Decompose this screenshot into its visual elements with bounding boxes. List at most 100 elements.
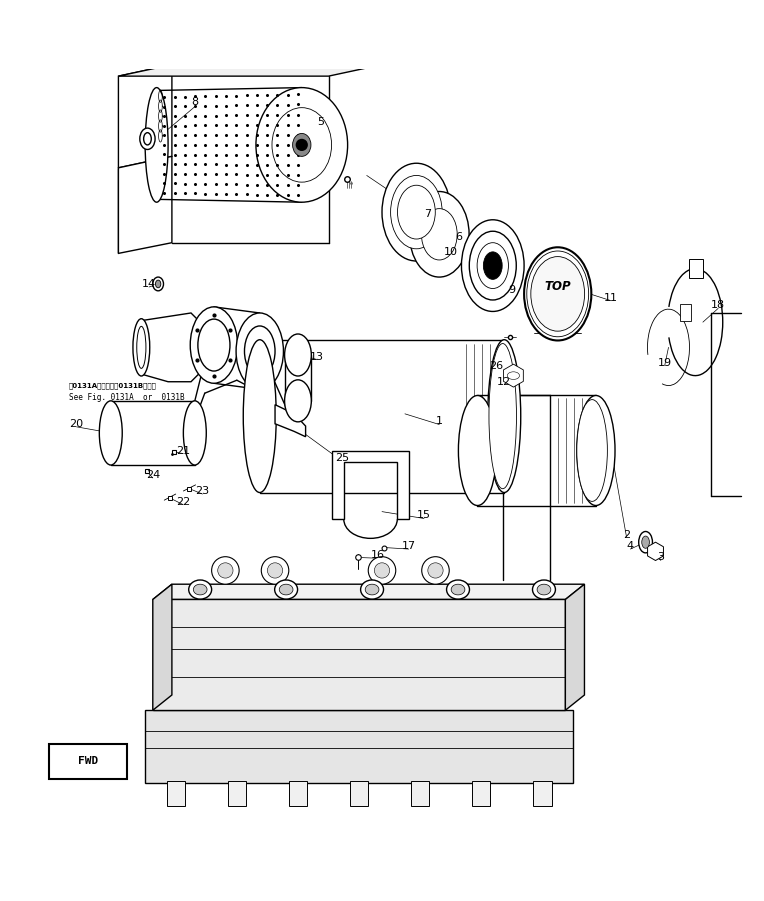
Ellipse shape: [477, 242, 509, 288]
Circle shape: [212, 557, 239, 584]
Bar: [411, 781, 429, 805]
Bar: [145, 710, 573, 783]
Ellipse shape: [537, 584, 551, 595]
Text: 8: 8: [191, 97, 199, 107]
Ellipse shape: [524, 247, 591, 341]
Ellipse shape: [446, 580, 469, 599]
Ellipse shape: [382, 163, 451, 261]
Polygon shape: [332, 450, 409, 519]
Text: 7: 7: [424, 209, 432, 219]
Text: 26: 26: [490, 361, 503, 371]
Ellipse shape: [272, 107, 332, 182]
Ellipse shape: [451, 584, 465, 595]
Polygon shape: [118, 65, 172, 168]
Bar: [472, 781, 490, 805]
Ellipse shape: [193, 584, 207, 595]
Circle shape: [374, 563, 390, 578]
Ellipse shape: [243, 340, 277, 493]
Ellipse shape: [397, 186, 435, 239]
Polygon shape: [153, 584, 584, 599]
Text: 25: 25: [335, 453, 349, 463]
Ellipse shape: [137, 326, 146, 369]
Polygon shape: [118, 157, 172, 253]
Polygon shape: [565, 584, 584, 710]
Ellipse shape: [244, 326, 275, 377]
Ellipse shape: [155, 280, 160, 287]
Ellipse shape: [531, 257, 584, 332]
Ellipse shape: [507, 372, 520, 379]
Ellipse shape: [461, 220, 524, 312]
Bar: [350, 781, 368, 805]
Text: 24: 24: [146, 470, 160, 480]
Ellipse shape: [422, 209, 457, 260]
Ellipse shape: [236, 313, 283, 389]
Text: 1: 1: [435, 416, 443, 426]
Polygon shape: [275, 405, 306, 437]
Ellipse shape: [140, 128, 155, 150]
Text: 21: 21: [176, 445, 190, 456]
Text: 18: 18: [711, 300, 725, 310]
Bar: [533, 781, 552, 805]
Bar: [289, 781, 307, 805]
Polygon shape: [141, 313, 199, 382]
Ellipse shape: [145, 87, 168, 202]
Text: FWD: FWD: [78, 757, 98, 767]
Text: See Fig. 0131A  or  0131B: See Fig. 0131A or 0131B: [69, 393, 184, 402]
Ellipse shape: [410, 192, 469, 278]
Text: 2: 2: [623, 530, 630, 540]
Ellipse shape: [484, 252, 502, 279]
Polygon shape: [153, 599, 565, 710]
Ellipse shape: [275, 580, 297, 599]
Ellipse shape: [642, 536, 649, 549]
Ellipse shape: [390, 176, 442, 249]
Ellipse shape: [469, 232, 516, 300]
Ellipse shape: [284, 380, 312, 422]
Text: 3: 3: [657, 552, 665, 562]
Bar: [167, 781, 185, 805]
Text: TOP: TOP: [545, 279, 571, 293]
Ellipse shape: [183, 401, 206, 465]
Ellipse shape: [256, 87, 348, 202]
Text: 23: 23: [196, 486, 209, 496]
Ellipse shape: [144, 132, 151, 145]
Polygon shape: [153, 584, 172, 710]
Text: 14: 14: [142, 279, 156, 289]
Ellipse shape: [99, 401, 122, 465]
Ellipse shape: [133, 319, 150, 376]
Ellipse shape: [361, 580, 384, 599]
Ellipse shape: [153, 278, 163, 291]
Ellipse shape: [280, 584, 293, 595]
Text: 11: 11: [604, 293, 618, 303]
Ellipse shape: [284, 334, 312, 376]
Text: 围0131A図または围0131B図参照: 围0131A図または围0131B図参照: [69, 382, 157, 389]
Circle shape: [428, 563, 443, 578]
Ellipse shape: [533, 580, 555, 599]
Ellipse shape: [458, 396, 497, 505]
Ellipse shape: [189, 580, 212, 599]
Ellipse shape: [527, 251, 588, 337]
Ellipse shape: [489, 343, 516, 488]
FancyBboxPatch shape: [49, 744, 127, 779]
Circle shape: [296, 139, 308, 151]
Text: 15: 15: [417, 511, 431, 521]
Text: 5: 5: [317, 117, 325, 127]
Text: 22: 22: [176, 496, 190, 506]
Ellipse shape: [639, 532, 652, 553]
Ellipse shape: [487, 340, 521, 493]
Bar: [228, 781, 246, 805]
Bar: [680, 304, 691, 321]
Text: 12: 12: [497, 377, 511, 387]
Circle shape: [368, 557, 396, 584]
Text: 19: 19: [658, 358, 672, 368]
Text: 13: 13: [310, 351, 324, 361]
Text: 4: 4: [626, 541, 634, 551]
Circle shape: [261, 557, 289, 584]
Ellipse shape: [190, 307, 238, 383]
Ellipse shape: [577, 396, 615, 505]
Ellipse shape: [365, 584, 379, 595]
Text: 10: 10: [444, 247, 458, 257]
Text: 16: 16: [371, 551, 385, 560]
Text: 17: 17: [402, 541, 416, 551]
Ellipse shape: [577, 400, 607, 501]
Ellipse shape: [293, 133, 311, 157]
